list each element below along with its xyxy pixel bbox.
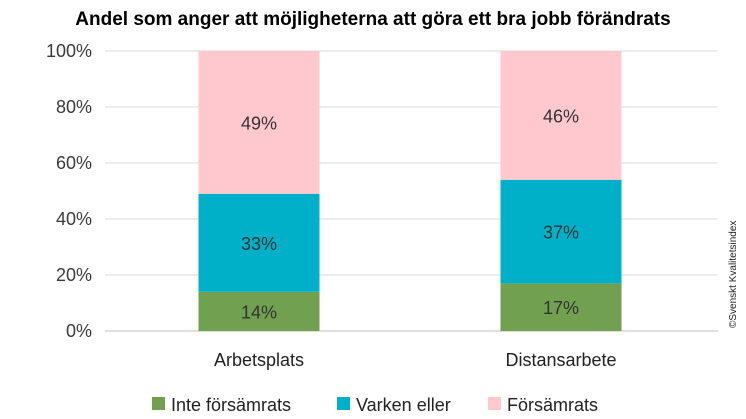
gridlines [105,50,718,332]
legend-label: Inte försämrats [171,395,291,415]
bar-segment [198,193,320,292]
bar-segment [500,283,622,331]
bar-segment [500,179,622,284]
y-tick-label: 80% [56,97,92,117]
bar-segment [198,51,320,194]
legend-swatch [337,397,350,410]
chart-title: Andel som anger att möjligheterna att gö… [75,9,670,30]
copyright-text: ©Svenskt Kvalitetsindex [728,221,739,328]
x-category-label: Arbetsplats [214,350,304,370]
data-label: 46% [543,106,579,126]
x-category-label: Distansarbete [505,350,616,370]
y-tick-label: 60% [56,153,92,173]
data-label: 33% [241,234,277,254]
data-label: 17% [543,298,579,318]
data-label: 14% [241,302,277,322]
y-tick-label: 20% [56,265,92,285]
bar-segment [500,51,622,180]
legend-label: Varken eller [356,395,451,415]
data-label: 49% [241,113,277,133]
y-tick-label: 100% [46,41,92,61]
y-axis-ticks: 0% 20% 40% 60% 80% 100% [46,41,92,341]
legend-swatch [488,397,501,410]
legend-label: Försämrats [507,395,598,415]
data-label: 37% [543,223,579,243]
bars: 14% 33% 49% 17% 37% 46% [198,51,622,331]
legend-swatch [152,397,165,410]
bar-segment [198,291,320,331]
legend: Inte försämrats Varken eller Försämrats [152,395,598,415]
y-tick-label: 40% [56,209,92,229]
y-tick-label: 0% [66,321,92,341]
x-axis-categories: Arbetsplats Distansarbete [214,350,617,370]
